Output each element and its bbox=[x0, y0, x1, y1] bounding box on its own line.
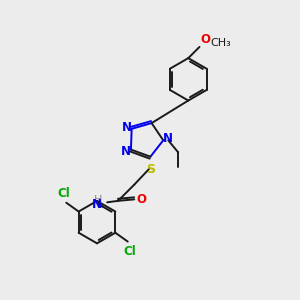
Text: Cl: Cl bbox=[124, 244, 136, 257]
Text: N: N bbox=[121, 145, 131, 158]
Text: O: O bbox=[200, 33, 210, 46]
Text: CH₃: CH₃ bbox=[211, 38, 231, 48]
Text: O: O bbox=[136, 193, 146, 206]
Text: N: N bbox=[163, 132, 173, 145]
Text: S: S bbox=[146, 163, 155, 176]
Text: N: N bbox=[122, 121, 132, 134]
Text: Cl: Cl bbox=[58, 187, 70, 200]
Text: H: H bbox=[94, 195, 102, 205]
Text: N: N bbox=[92, 198, 102, 211]
